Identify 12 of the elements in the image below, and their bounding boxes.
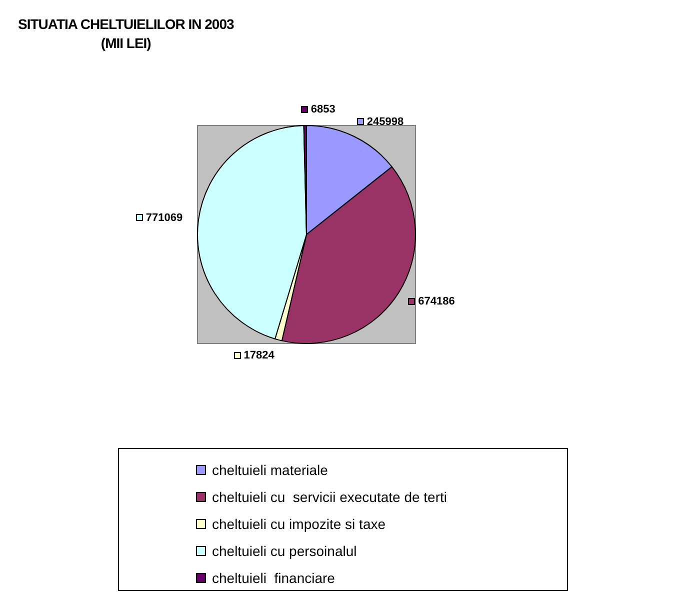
chart-subtitle: (MII LEI) [100, 35, 152, 51]
chart-title: SITUATIA CHELTUIELILOR IN 2003 [18, 16, 234, 32]
legend-label: cheltuieli materiale [212, 462, 328, 478]
legend-label: cheltuieli cu persoinalul [212, 542, 357, 558]
legend-label: cheltuieli cu servicii executate de terti [212, 488, 447, 504]
data-label: 245998 [366, 116, 404, 128]
legend-label: cheltuieli financiare [212, 570, 335, 586]
data-label: 17824 [244, 349, 276, 362]
data-label: 6853 [310, 104, 336, 116]
legend-label: cheltuieli cu impozite si taxe [212, 516, 386, 532]
data-label: 674186 [418, 295, 455, 308]
data-label: 771069 [146, 212, 183, 224]
